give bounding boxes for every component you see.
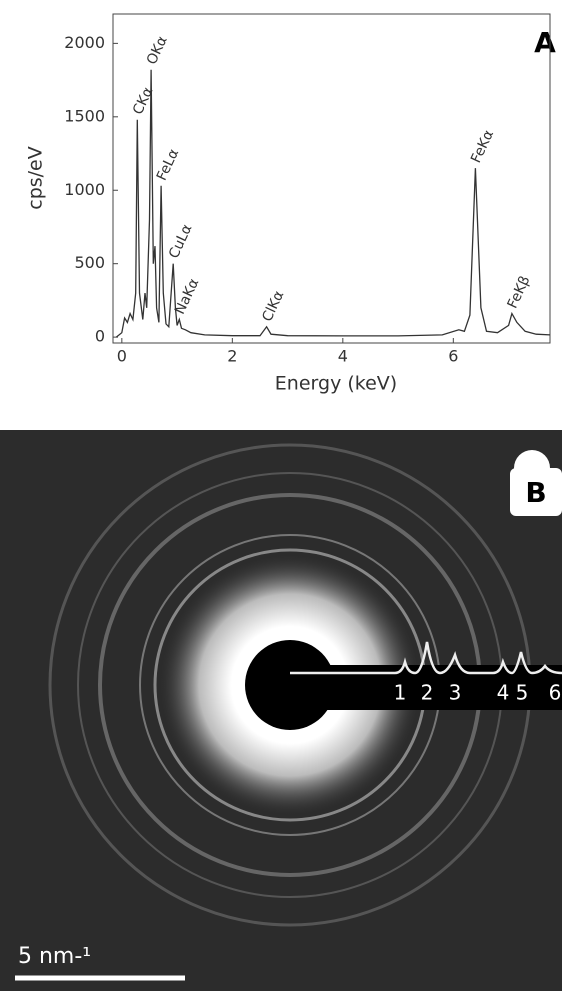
peak-label: NaKα [172,276,202,317]
peak-label: CuLα [166,222,196,261]
y-tick-label: 0 [95,327,105,346]
peak-number: 4 [497,681,510,705]
peak-label: OKα [144,34,171,67]
peak-label: ClKα [259,288,287,324]
peak-number: 2 [421,681,434,705]
peak-number: 5 [516,681,529,705]
x-axis-label: Energy (keV) [275,373,397,395]
panel-label: A [534,26,556,59]
peak-label: FeKα [468,128,497,166]
x-tick-label: 4 [338,347,348,366]
y-tick-label: 500 [74,253,105,272]
panel-label: B [525,476,546,509]
peak-number: 6 [549,681,562,705]
y-tick-label: 1000 [64,180,105,199]
y-axis-label: cps/eV [25,146,47,210]
peak-label: FeLα [154,147,182,184]
scale-bar-label: 5 nm-¹ [18,944,91,969]
intensity-profile [290,641,562,675]
y-tick-label: 1500 [64,106,105,125]
y-tick-label: 2000 [64,33,105,52]
peak-number: 3 [449,681,462,705]
x-tick-label: 2 [227,347,237,366]
spectrum-line [115,69,551,338]
x-tick-label: 0 [117,347,127,366]
plot-frame [112,13,551,344]
panel-label-box [514,450,550,486]
peak-label: FeKβ [505,273,534,311]
peak-number: 1 [394,681,407,705]
chart: A Energy (keV) cps/eV 0 500 1000 1500 2000 0 2… [25,13,556,395]
x-tick-label: 6 [448,347,458,366]
peak-label: CKα [130,85,156,117]
